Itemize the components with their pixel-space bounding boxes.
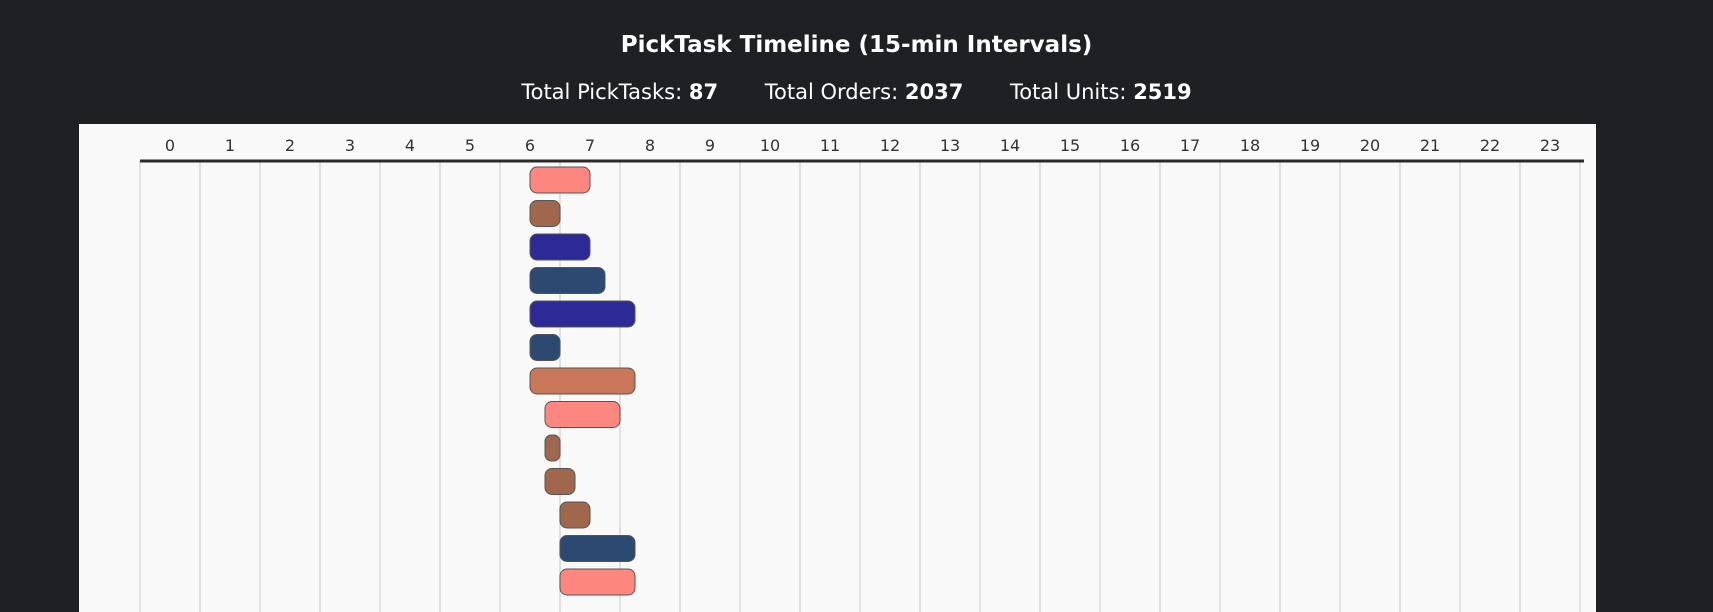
summary-stats: Total PickTasks: 87 Total Orders: 2037 T… (0, 80, 1713, 104)
x-tick-label: 18 (1240, 136, 1260, 155)
picktask-bar (529, 166, 591, 194)
x-tick-label: 12 (880, 136, 900, 155)
timeline-chart: 0 1 2 3 4 5 6 7 8 9 10 11 12 13 14 15 16 17 18 19 20 21 22 23 (139, 136, 1584, 612)
x-tick-label: 14 (1000, 136, 1020, 155)
stat-orders: Total Orders: 2037 (765, 80, 964, 104)
x-tick-label: 6 (525, 136, 535, 155)
stat-units-label: Total Units: (1010, 80, 1127, 104)
x-tick-label: 8 (645, 136, 655, 155)
picktask-bar (559, 535, 636, 562)
x-tick-label: 19 (1300, 136, 1320, 155)
picktask-bar (544, 468, 576, 495)
x-tick-label: 1 (225, 136, 235, 155)
x-tick-label: 0 (165, 136, 175, 155)
picktask-bar (529, 334, 561, 361)
timeline-panel[interactable]: 0 1 2 3 4 5 6 7 8 9 10 11 12 13 14 15 16 17 18 19 20 21 22 23 (79, 124, 1596, 612)
stat-picktasks: Total PickTasks: 87 (521, 80, 718, 104)
chart-title: PickTask Timeline (15-min Intervals) (620, 32, 1093, 58)
stat-units-value: 2519 (1133, 80, 1192, 104)
x-tick-label: 21 (1420, 136, 1440, 155)
stat-orders-value: 2037 (904, 80, 964, 104)
picktask-bar (559, 568, 636, 596)
picktask-bar (529, 233, 591, 261)
x-tick-label: 3 (345, 136, 355, 155)
x-tick-label: 7 (585, 136, 595, 155)
x-tick-label: 20 (1360, 136, 1380, 155)
x-tick-label: 2 (285, 136, 295, 155)
x-tick-label: 11 (820, 136, 840, 155)
picktask-bar (559, 501, 591, 529)
picktask-bar (529, 200, 561, 227)
picktask-bar (529, 267, 606, 294)
stat-picktasks-label: Total PickTasks: (521, 80, 683, 104)
picktask-bar (544, 401, 621, 428)
x-tick-label: 13 (940, 136, 960, 155)
x-tick-label: 22 (1480, 136, 1500, 155)
stat-orders-label: Total Orders: (764, 80, 899, 104)
picktask-bar (529, 300, 636, 328)
x-tick-label: 4 (405, 136, 415, 155)
stat-units: Total Units: 2519 (1010, 80, 1192, 104)
x-tick-label: 9 (705, 136, 715, 155)
x-tick-label: 16 (1120, 136, 1140, 155)
picktask-bar (529, 367, 636, 395)
x-tick-label: 10 (760, 136, 780, 155)
x-tick-label: 5 (465, 136, 475, 155)
stat-picktasks-value: 87 (688, 80, 719, 104)
x-tick-label: 15 (1060, 136, 1080, 155)
x-tick-label: 23 (1540, 136, 1560, 155)
picktask-bar (544, 434, 561, 462)
x-tick-label: 17 (1180, 136, 1200, 155)
